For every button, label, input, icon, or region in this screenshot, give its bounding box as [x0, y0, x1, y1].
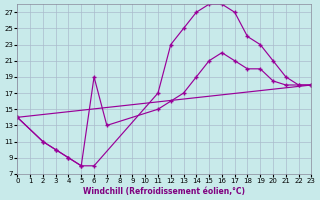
X-axis label: Windchill (Refroidissement éolien,°C): Windchill (Refroidissement éolien,°C)	[84, 187, 245, 196]
